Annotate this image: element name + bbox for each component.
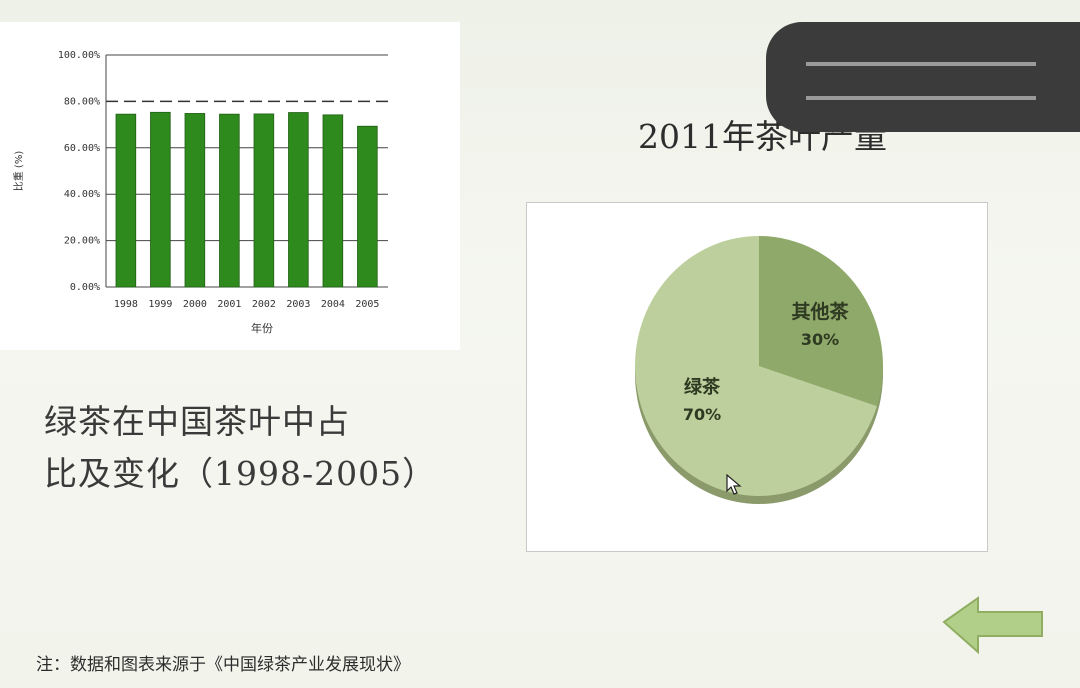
x-tick-label: 2003 xyxy=(286,299,310,310)
overlay-obscured-mark xyxy=(806,62,1036,100)
bar-chart: 0.00% 20.00% 40.00% 60.00% 80.00% 100.00% 1998… xyxy=(12,50,388,335)
y-tick-label: 60.00% xyxy=(64,143,100,154)
y-tick-label: 100.00% xyxy=(58,50,100,61)
bar xyxy=(322,114,344,288)
pie-slice xyxy=(759,236,883,407)
x-tick-label: 2004 xyxy=(321,299,345,310)
dark-overlay-banner xyxy=(766,22,1080,132)
source-footnote: 注：数据和图表来源于《中国绿茶产业发展现状》 xyxy=(36,655,410,675)
pie-slice-label: 绿茶 xyxy=(684,376,721,398)
x-tick-label: 1998 xyxy=(114,299,138,310)
bar xyxy=(115,113,137,288)
bar xyxy=(150,111,171,288)
y-axis-label: 比重 (%) xyxy=(12,151,25,192)
x-tick-label: 1999 xyxy=(148,299,172,310)
pie-slice xyxy=(635,236,877,496)
pie-slice-value: 30% xyxy=(801,330,839,349)
y-tick-label: 20.00% xyxy=(64,236,100,247)
x-axis-label: 年份 xyxy=(251,321,273,335)
bar-chart-caption: 绿茶在中国茶叶中占 比及变化（1998-2005） xyxy=(44,396,464,500)
mouse-cursor-icon xyxy=(726,474,742,495)
caption-line-1: 绿茶在中国茶叶中占 xyxy=(44,402,350,441)
x-tick-label: 2000 xyxy=(183,299,207,310)
caption-line-2: 比及变化（1998-2005） xyxy=(44,454,437,493)
x-tick-label: 2001 xyxy=(217,299,241,310)
bar xyxy=(288,112,309,288)
pie-chart-panel: 其他茶 30% 绿茶 70% xyxy=(526,202,988,552)
y-tick-label: 40.00% xyxy=(64,189,100,200)
bar xyxy=(184,113,206,288)
x-tick-label: 2005 xyxy=(355,299,379,310)
bar xyxy=(253,113,275,288)
bar xyxy=(219,113,240,288)
pie-slice-value: 70% xyxy=(683,405,721,424)
bar-chart-panel: 0.00% 20.00% 40.00% 60.00% 80.00% 100.00% 1998… xyxy=(0,22,460,350)
back-arrow-icon[interactable] xyxy=(940,596,1050,658)
pie-chart: 其他茶 30% 绿茶 70% xyxy=(635,236,883,504)
y-tick-label: 0.00% xyxy=(70,282,100,293)
y-tick-label: 80.00% xyxy=(64,96,100,107)
bar xyxy=(357,125,378,288)
x-tick-label: 2002 xyxy=(252,299,276,310)
pie-slice-label: 其他茶 xyxy=(791,300,849,323)
